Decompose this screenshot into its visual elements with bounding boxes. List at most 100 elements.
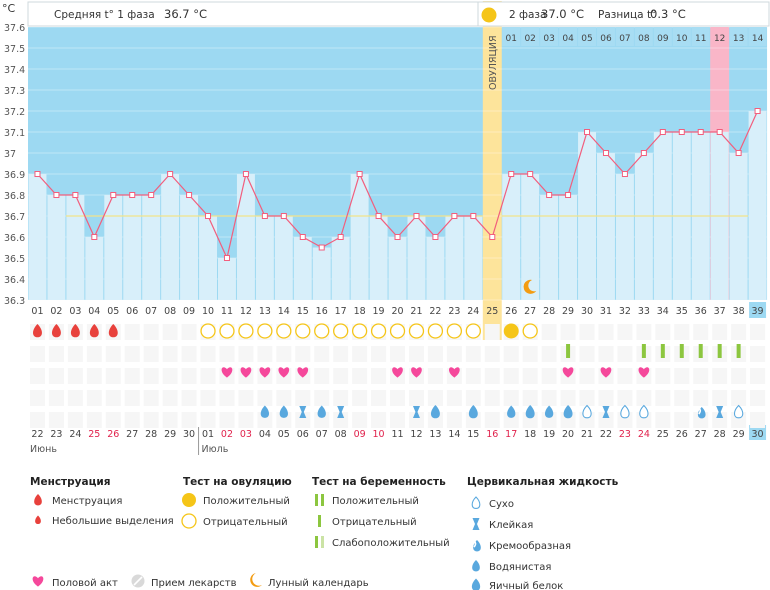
row-cell [674,412,690,428]
row-cell [731,324,747,340]
calendar-date-label: 17 [505,429,517,440]
legend-ovulation-positive-icon [182,493,196,507]
cycle-day-label: 33 [638,306,650,317]
row-cell [446,346,462,362]
sex-heart-icon [240,367,252,378]
row-cell [503,390,519,406]
calendar-date-label: 16 [486,429,498,440]
calendar-date-label: 05 [278,429,290,440]
sun-icon [481,7,497,23]
row-cell [238,346,254,362]
temperature-point [565,192,572,198]
temperature-point [72,192,79,198]
phase2-day-label: 02 [524,34,535,44]
pregnancy-test-icon [698,344,703,358]
cycle-day-label: 18 [354,306,366,317]
calendar-date-label: 25 [88,429,100,440]
cycle-day-label: 26 [505,306,517,317]
temperature-bar [729,153,748,300]
calendar-date-label: 27 [695,429,707,440]
temperature-point [754,108,761,114]
row-cell [655,324,671,340]
legend-creamy: Кремообразная [489,541,571,552]
calendar-date-label: 26 [107,429,119,440]
cycle-day-label: 07 [145,306,157,317]
temperature-point [186,192,193,198]
calendar-date-label: 13 [429,429,441,440]
cycle-day-label: 01 [31,306,43,317]
legend-medicine: Прием лекарств [151,578,237,589]
row-cell [617,368,633,384]
phase2-day-label: 10 [676,34,688,44]
temperature-point [489,234,496,240]
phase2-day-cell [578,27,596,46]
row-cell [617,390,633,406]
row-cell [352,412,368,428]
row-cell [181,368,197,384]
pregnancy-test-icon [566,344,571,358]
row-cell [750,324,766,340]
row-cell [86,412,102,428]
sticky-icon [299,406,307,418]
row-cell [143,368,159,384]
cycle-day-label: 36 [695,306,707,317]
ovulation-test-negative-icon [200,323,216,339]
legend-pregnancy-negative: Отрицательный [332,517,417,528]
legend-pregnancy-positive-icon [321,494,324,506]
legend-sticky-icon [472,518,480,530]
temperature-point [91,234,98,240]
row-cell [541,324,557,340]
temperature-bar [350,174,369,300]
temperature-bar [597,153,615,300]
legend-dry: Сухо [489,499,514,510]
dry-icon [620,404,630,419]
temperature-bar [236,174,255,300]
row-cell [579,390,595,406]
calendar-date-label: 30 [752,429,764,440]
legend-ovulation-negative: Отрицательный [203,517,288,528]
egg-white-icon [563,405,573,419]
row-cell [48,368,64,384]
phase2-day-cell [672,27,691,46]
row-cell [333,412,349,428]
row-cell [503,368,519,384]
row-cell [560,324,576,340]
row-cell [427,368,443,384]
y-tick-label: 37 [4,149,16,160]
row-cell [86,390,102,406]
temperature-bar [85,237,104,300]
menstruation-icon [89,324,99,338]
phase2-day-cell [729,27,748,46]
legend-ovulation-title: Тест на овуляцию [183,476,292,488]
row-cell [560,390,576,406]
row-cell [143,324,159,340]
row-cell [162,346,178,362]
cycle-day-label: 12 [240,306,252,317]
calendar-date-label: 09 [354,429,366,440]
watery-icon [279,405,288,418]
row-cell [67,412,83,428]
legend-pregnancy-negative-icon [318,515,321,527]
ovulation-test-negative-icon [351,323,368,339]
temperature-bar [634,153,653,300]
calendar-date-label: 26 [676,429,688,440]
y-tick-label: 37.6 [4,23,25,34]
y-tick-label: 36.6 [4,233,25,244]
temperature-bar [445,216,464,300]
row-cell [427,390,443,406]
row-cell [750,346,766,362]
cycle-day-label: 23 [448,306,460,317]
row-cell [617,324,633,340]
row-cell [750,368,766,384]
y-tick-label: 36.9 [4,170,25,181]
row-cell [522,368,538,384]
row-cell [522,346,538,362]
row-cell [674,324,690,340]
row-cell [712,368,728,384]
temperature-point [432,234,439,240]
row-cell [655,368,671,384]
legend-ovulation-positive: Положительный [203,496,290,507]
cycle-day-label: 13 [259,306,271,317]
row-cell [693,368,709,384]
row-cell [257,412,273,428]
